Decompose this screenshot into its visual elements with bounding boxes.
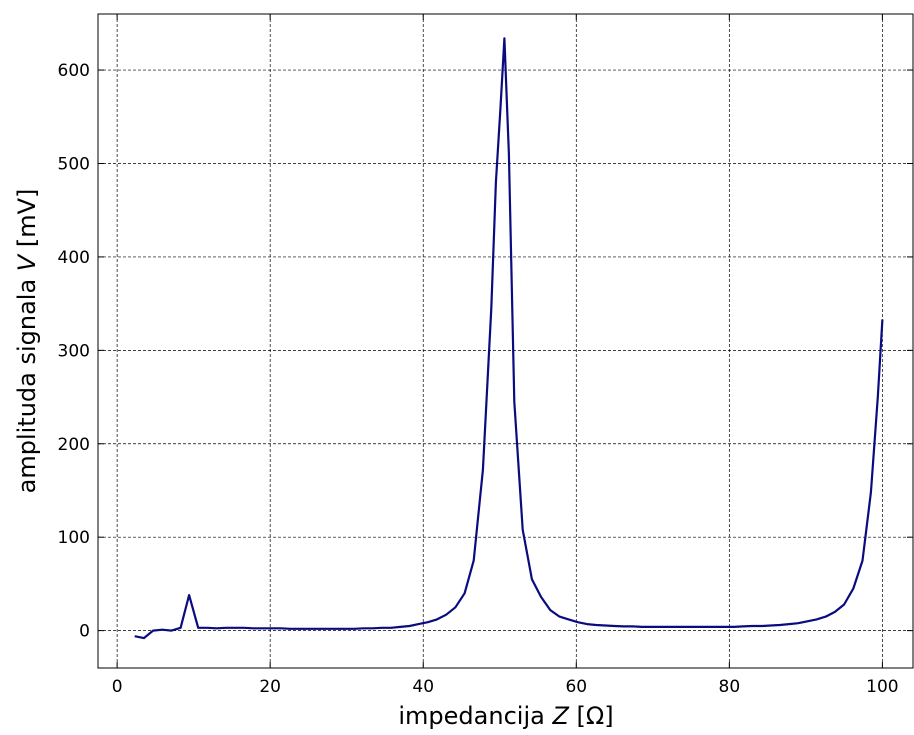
y-tick-labels: 0 100 200 300 400 500 600 [58, 61, 90, 642]
x-tick-label: 80 [719, 677, 741, 697]
y-axis-label: amplituda signala V [mV] [13, 189, 41, 494]
x-tick-label: 20 [259, 677, 281, 697]
series-line [134, 37, 884, 640]
y-tick-label: 200 [58, 435, 90, 455]
x-tick-label: 0 [112, 677, 123, 697]
x-tick-label: 40 [412, 677, 434, 697]
x-axis-label: impedancija Z [Ω] [398, 702, 613, 730]
y-tick-label: 600 [58, 61, 90, 81]
x-tick-label: 100 [866, 677, 898, 697]
plot-frame [97, 13, 914, 669]
y-tick-label: 500 [58, 154, 90, 174]
x-tick-label: 60 [565, 677, 587, 697]
y-tick-label: 0 [79, 622, 90, 642]
grid-lines [98, 14, 913, 668]
axis-ticks [98, 14, 913, 668]
y-tick-label: 100 [58, 528, 90, 548]
y-tick-label: 300 [58, 341, 90, 361]
y-tick-label: 400 [58, 248, 90, 268]
x-tick-labels: 0 20 40 60 80 100 [112, 677, 899, 697]
